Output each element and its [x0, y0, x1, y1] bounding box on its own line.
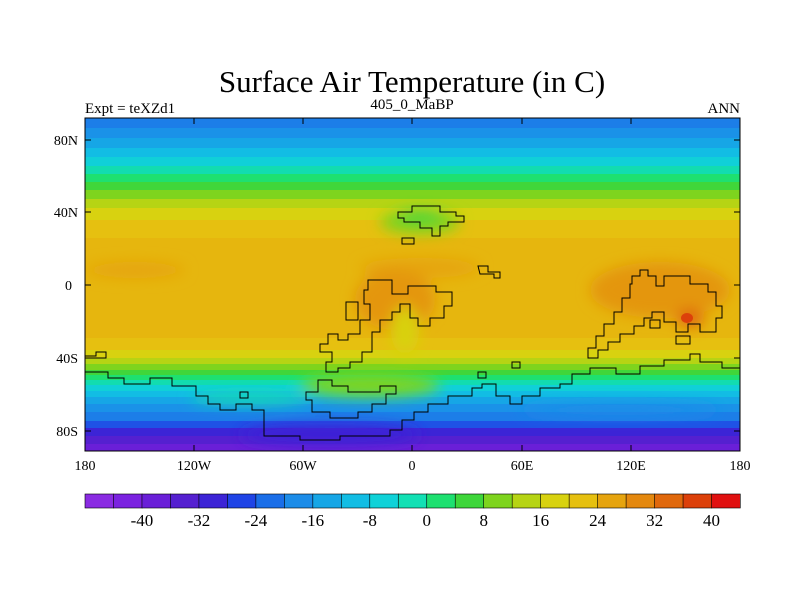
colorbar-swatch: [682, 493, 713, 509]
x-tick-labels: 180 120W 60W 0 60E 120E 180: [75, 459, 751, 474]
colorbar-label: 24: [589, 511, 607, 530]
colorbar-swatch: [84, 493, 115, 509]
temperature-field: [85, 118, 740, 451]
colorbar-swatch: [711, 493, 741, 509]
colorbar-label: 0: [422, 511, 431, 530]
x-tick-label: 0: [409, 459, 416, 474]
colorbar-swatch: [426, 493, 456, 509]
y-axis-ticks: [85, 139, 740, 432]
experiment-label: Expt = teXZd1: [85, 101, 175, 117]
colorbar-swatch: [625, 493, 656, 509]
colorbar-swatch: [340, 493, 371, 509]
colorbar-swatch: [454, 493, 485, 509]
colorbar-swatch: [568, 493, 599, 509]
colorbar-swatch: [198, 493, 228, 509]
x-tick-label: 120E: [616, 459, 646, 474]
y-tick-label: 40S: [56, 352, 78, 367]
colorbar-swatch: [540, 493, 570, 509]
colorbar-swatch: [597, 493, 627, 509]
x-tick-label: 120W: [177, 459, 212, 474]
colorbar-label: 40: [703, 511, 720, 530]
colorbar-swatch: [483, 493, 513, 509]
colorbar-swatch: [284, 493, 314, 509]
colorbar-label: 8: [479, 511, 488, 530]
season-label: ANN: [708, 101, 741, 117]
colorbar-labels: -40 -32 -24 -16 -8 0 8 16 24 32 40: [131, 511, 720, 530]
colorbar-label: -8: [363, 511, 377, 530]
time-label: 405_0_MaBP: [370, 97, 453, 113]
colorbar-label: -40: [131, 511, 154, 530]
colorbar-swatch: [141, 493, 172, 509]
x-axis-ticks: [84, 118, 741, 451]
y-tick-label: 0: [65, 279, 72, 294]
y-tick-label: 80N: [54, 134, 78, 149]
y-tick-labels: 80N 40N 0 40S 80S: [54, 134, 78, 440]
colorbar-label: -24: [245, 511, 268, 530]
map-title: Surface Air Temperature (in C): [219, 64, 605, 99]
colorbar-swatch: [255, 493, 285, 509]
x-tick-label: 180: [75, 459, 96, 474]
colorbar-label: 32: [646, 511, 663, 530]
y-tick-label: 80S: [56, 425, 78, 440]
colorbar-label: -16: [301, 511, 324, 530]
colorbar: [84, 493, 741, 509]
coastlines: [85, 205, 740, 441]
colorbar-swatch: [312, 493, 342, 509]
x-tick-label: 60E: [511, 459, 534, 474]
x-tick-label: 60W: [289, 459, 317, 474]
colorbar-label: 16: [532, 511, 549, 530]
colorbar-label: -32: [188, 511, 211, 530]
y-tick-label: 40N: [54, 206, 78, 221]
colorbar-swatch: [227, 493, 257, 509]
colorbar-swatch: [511, 493, 542, 509]
colorbar-swatch: [170, 493, 200, 509]
colorbar-swatch: [654, 493, 684, 509]
colorbar-swatch: [369, 493, 399, 509]
x-tick-label: 180: [730, 459, 751, 474]
colorbar-swatch: [397, 493, 428, 509]
colorbar-swatch: [113, 493, 143, 509]
